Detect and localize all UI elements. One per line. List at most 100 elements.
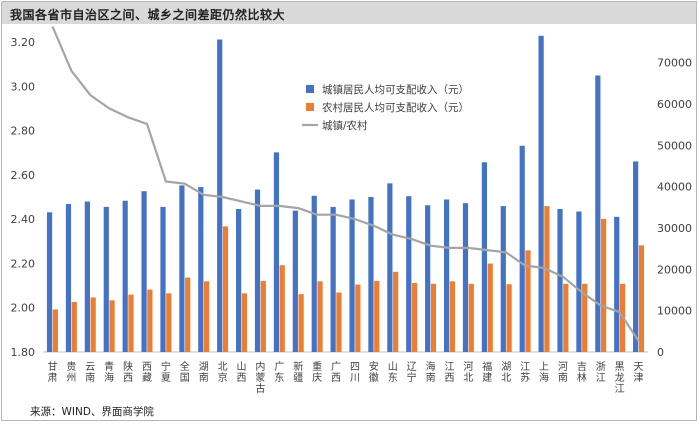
urban-income-bar bbox=[576, 211, 582, 352]
title-bar: 我国各省市自治区之间、城乡之间差距仍然比较大 bbox=[2, 2, 696, 24]
urban-income-bar bbox=[141, 191, 147, 352]
x-tick-label: 全国 bbox=[180, 360, 190, 384]
urban-income-bar bbox=[481, 162, 487, 352]
chart-title: 我国各省市自治区之间、城乡之间差距仍然比较大 bbox=[10, 8, 286, 22]
y-right-tick-label: 40000 bbox=[657, 181, 692, 194]
x-tick-label: 四川 bbox=[350, 362, 360, 384]
rural-income-bar bbox=[204, 281, 210, 352]
rural-income-bar bbox=[506, 284, 512, 352]
x-tick-label: 浙江 bbox=[596, 361, 606, 384]
legend-swatch bbox=[306, 103, 314, 111]
urban-income-bar bbox=[538, 35, 544, 353]
urban-income-bar bbox=[425, 205, 431, 352]
y-left-tick-label: 2.40 bbox=[11, 213, 36, 226]
rural-income-bar bbox=[468, 283, 474, 352]
urban-income-bar bbox=[614, 216, 620, 352]
urban-income-bar bbox=[368, 197, 374, 352]
x-tick-label: 北京 bbox=[218, 361, 228, 384]
urban-income-bar bbox=[236, 208, 242, 352]
y-right-tick-label: 0 bbox=[657, 346, 664, 359]
urban-income-bar bbox=[84, 201, 90, 352]
x-tick-label: 云南 bbox=[85, 362, 95, 384]
x-tick-label: 海南 bbox=[426, 360, 436, 384]
rural-income-bar bbox=[638, 245, 645, 352]
rural-income-bar bbox=[298, 294, 304, 352]
x-tick-label: 西藏 bbox=[142, 362, 152, 384]
x-tick-label: 湖北 bbox=[501, 361, 511, 384]
urban-income-bar bbox=[122, 200, 128, 352]
x-tick-label: 宁夏 bbox=[161, 360, 171, 384]
legend-label: 城镇/农村 bbox=[322, 119, 368, 132]
x-tick-label: 天津 bbox=[634, 362, 644, 384]
x-tick-label: 广东 bbox=[274, 361, 284, 384]
urban-income-bar bbox=[179, 185, 185, 352]
rural-income-bar bbox=[525, 250, 531, 352]
x-tick-label: 江苏 bbox=[520, 361, 530, 384]
legend-label: 农村居民人均可支配收入（元） bbox=[322, 101, 469, 114]
y-right-tick-label: 20000 bbox=[657, 263, 692, 276]
urban-income-bar bbox=[557, 208, 563, 352]
x-tick-label: 山东 bbox=[388, 361, 398, 384]
x-tick-label: 贵州 bbox=[66, 360, 76, 384]
rural-income-bar bbox=[147, 289, 153, 352]
x-tick-label: 湖南 bbox=[199, 361, 209, 384]
y-right-tick-label: 10000 bbox=[657, 305, 692, 318]
rural-income-bar bbox=[185, 277, 191, 352]
y-right-tick-label: 70000 bbox=[657, 57, 692, 70]
rural-income-bar bbox=[449, 281, 455, 352]
legend-label: 城镇居民人均可支配收入（元） bbox=[322, 83, 469, 96]
rural-income-bar bbox=[222, 226, 229, 352]
rural-income-bar bbox=[260, 280, 266, 352]
x-tick-label: 福建 bbox=[482, 360, 492, 384]
x-tick-label: 河北 bbox=[463, 361, 473, 384]
legend-swatch bbox=[306, 85, 314, 93]
urban-income-bar bbox=[46, 212, 53, 352]
ratio-line bbox=[51, 26, 640, 342]
x-tick-label: 青海 bbox=[104, 360, 114, 384]
x-tick-label: 广西 bbox=[331, 361, 341, 384]
urban-income-bar bbox=[198, 187, 204, 352]
rural-income-bar bbox=[109, 300, 115, 352]
urban-income-bar bbox=[519, 145, 525, 352]
x-tick-label: 安徽 bbox=[369, 360, 379, 384]
y-right-tick-label: 60000 bbox=[657, 98, 692, 111]
rural-income-bar bbox=[52, 309, 58, 352]
urban-income-bar bbox=[443, 199, 450, 352]
y-left-tick-label: 2.00 bbox=[11, 302, 36, 315]
rural-income-bar bbox=[355, 284, 361, 352]
x-tick-label: 上海 bbox=[539, 361, 549, 384]
y-left-tick-label: 3.20 bbox=[11, 36, 36, 49]
source-note: 来源：WIND、界面商学院 bbox=[30, 406, 154, 418]
urban-income-bar bbox=[65, 204, 72, 352]
urban-income-bar bbox=[462, 203, 469, 352]
x-tick-label: 陕西 bbox=[123, 360, 133, 384]
rural-income-bar bbox=[166, 293, 172, 352]
x-tick-label: 黑龙江 bbox=[615, 361, 625, 395]
rural-income-bar bbox=[601, 218, 607, 352]
rural-income-bar bbox=[241, 293, 248, 352]
urban-income-bar bbox=[330, 206, 336, 352]
x-tick-label: 河南 bbox=[558, 361, 568, 384]
rural-income-bar bbox=[411, 282, 418, 352]
rural-income-bar bbox=[374, 280, 380, 352]
urban-income-bar bbox=[349, 199, 355, 352]
x-tick-label: 甘肃 bbox=[47, 360, 57, 384]
urban-income-bar bbox=[273, 152, 280, 352]
urban-income-bar bbox=[633, 161, 639, 352]
rural-income-bar bbox=[563, 283, 569, 352]
x-tick-label: 江西 bbox=[444, 361, 454, 384]
urban-income-bar bbox=[103, 206, 109, 352]
rural-income-bar bbox=[336, 292, 342, 352]
x-tick-label: 山西 bbox=[237, 361, 247, 384]
x-tick-label: 内蒙古 bbox=[255, 360, 265, 395]
urban-income-bar bbox=[406, 196, 412, 352]
y-right-tick-label: 30000 bbox=[657, 222, 692, 235]
rural-income-bar bbox=[71, 301, 77, 352]
y-left-tick-label: 2.80 bbox=[11, 125, 36, 138]
y-left-tick-label: 2.60 bbox=[11, 169, 36, 182]
urban-income-bar bbox=[595, 75, 601, 352]
urban-income-bar bbox=[387, 183, 393, 352]
urban-income-bar bbox=[292, 210, 298, 352]
